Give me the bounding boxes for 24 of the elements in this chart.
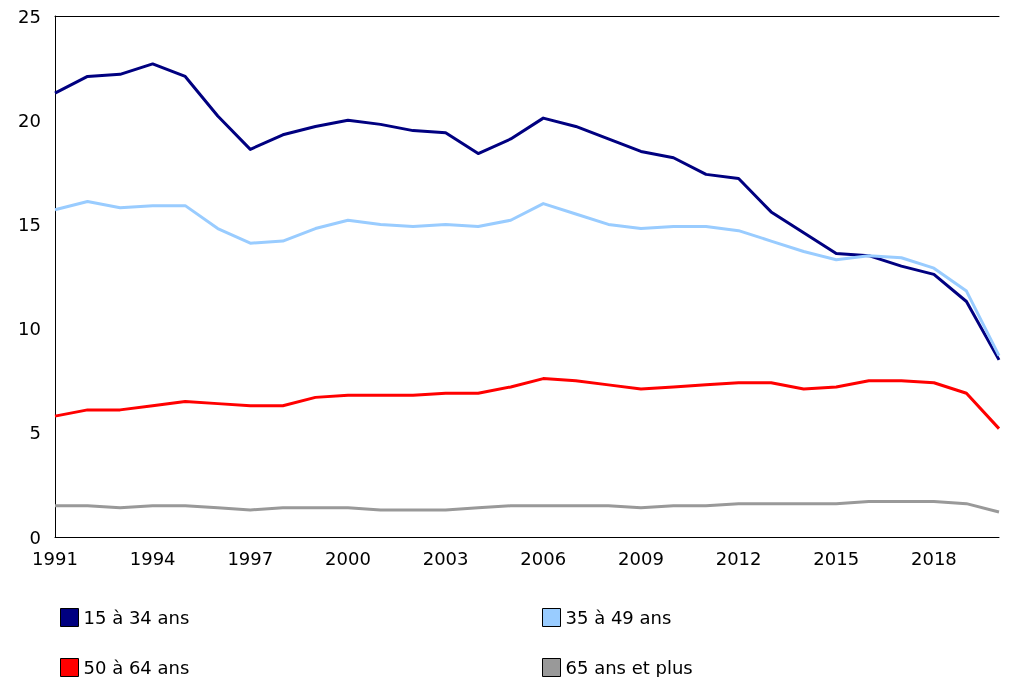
x-tick-label: 2015 [813,547,860,569]
x-tick-label: 1997 [227,547,274,569]
x-tick-label: 2009 [618,547,664,569]
line-series [53,377,1001,431]
y-tick-label: 5 [29,422,41,444]
x-tick-label: 1991 [32,547,78,569]
y-tick-label: 15 [18,213,41,235]
x-tick-label: 1994 [129,547,176,569]
line-series [53,500,1001,514]
x-tick-label: 2006 [520,547,567,569]
x-tick-label: 2003 [422,547,469,569]
legend-label: 15 à 34 ans [83,607,190,628]
y-tick-label: 10 [18,318,41,340]
line-series [53,199,1001,358]
legend-label: 65 ans et plus [565,657,693,677]
y-tick-label: 20 [18,109,41,131]
legend-label: 50 à 64 ans [83,657,190,677]
line-series [53,62,1001,362]
x-tick-label: 2012 [715,547,762,569]
y-tick-label: 25 [18,5,41,27]
x-tick-label: 2000 [325,547,371,569]
y-tick-label: 0 [29,526,41,548]
x-tick-label: 2018 [910,547,957,569]
legend-label: 35 à 49 ans [565,607,672,628]
